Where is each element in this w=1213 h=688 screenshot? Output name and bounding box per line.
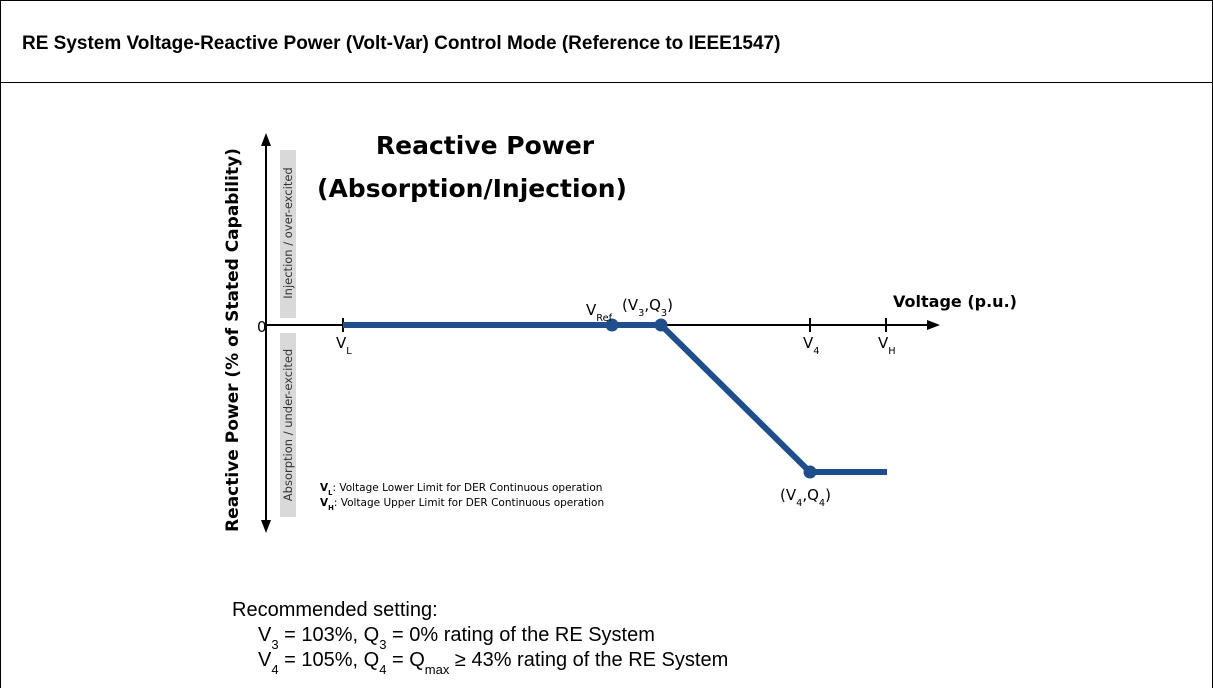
y-arrow-down (261, 520, 271, 533)
label-v3q3: (V3,Q3) (622, 296, 673, 319)
subscript: 3 (379, 637, 386, 652)
x-axis-label: Voltage (p.u.) (893, 292, 1017, 311)
subscript: Ref (596, 313, 612, 324)
subscript: 3 (661, 308, 667, 319)
text-run: = 103%, Q (279, 624, 380, 646)
subscript: 3 (638, 308, 644, 319)
subscript: H (888, 346, 895, 357)
subscript: L (328, 489, 333, 497)
text-run: ≥ 43% rating of the RE System (449, 649, 728, 671)
text-run: V (320, 497, 329, 509)
subscript: 4 (379, 662, 386, 677)
upper-band (280, 150, 296, 318)
y-axis-label: Reactive Power (% of Stated Capability) (223, 148, 243, 532)
recommendation-line: V4 = 105%, Q4 = Qmax ≥ 43% rating of the… (258, 649, 728, 677)
text-run: ) (667, 296, 673, 314)
subscript: H (328, 504, 334, 512)
upper-band-label: Injection / over-excited (281, 167, 295, 298)
text-run: V (320, 482, 329, 494)
point-v4q4 (803, 465, 817, 479)
subscript: max (425, 662, 450, 677)
text-run: (V (622, 296, 639, 314)
text-run: V (336, 334, 347, 352)
subscript: L (346, 346, 352, 357)
label-vh: VH (878, 334, 896, 357)
text-run: V (258, 649, 272, 671)
subscript: 4 (271, 662, 278, 677)
origin-label: 0 (257, 318, 267, 336)
point-vref (605, 318, 619, 332)
note: VH: Voltage Upper Limit for DER Continuo… (320, 497, 604, 512)
text-run: : Voltage Upper Limit for DER Continuous… (334, 497, 604, 509)
recommendation-line: V3 = 103%, Q3 = 0% rating of the RE Syst… (258, 624, 655, 652)
y-arrow-up (261, 133, 271, 146)
text-run: = 0% rating of the RE System (386, 624, 654, 646)
text-run: = Q (386, 649, 424, 671)
note: VL: Voltage Lower Limit for DER Continuo… (320, 482, 602, 497)
recommendation-heading: Recommended setting: (232, 599, 438, 621)
text-run: ,Q (644, 296, 661, 314)
subscript: 3 (271, 637, 278, 652)
subscript: 4 (813, 346, 819, 357)
label-v4q4: (V4,Q4) (780, 486, 831, 509)
x-arrow (927, 320, 940, 330)
point-v3q3 (654, 318, 668, 332)
subscript: 4 (819, 498, 825, 509)
diagram-title: Reactive Power (376, 131, 595, 160)
text-run: V (258, 624, 272, 646)
text-run: (V (780, 486, 797, 504)
label-vref: VRef (586, 301, 613, 324)
header-title: RE System Voltage-Reactive Power (Volt-V… (22, 33, 780, 54)
text-run: V (878, 334, 889, 352)
text-run: ) (825, 486, 831, 504)
text-run: = 105%, Q (279, 649, 380, 671)
subscript: 4 (796, 498, 802, 509)
text-run: V (803, 334, 814, 352)
lower-band (280, 333, 296, 517)
diagram-subtitle: (Absorption/Injection) (317, 174, 627, 203)
lower-band-label: Absorption / under-excited (281, 349, 295, 501)
text-run: ,Q (802, 486, 819, 504)
text-run: : Voltage Lower Limit for DER Continuous… (332, 482, 602, 494)
label-vl: VL (336, 334, 352, 357)
label-v4: V4 (803, 334, 819, 357)
text-run: V (586, 301, 597, 319)
